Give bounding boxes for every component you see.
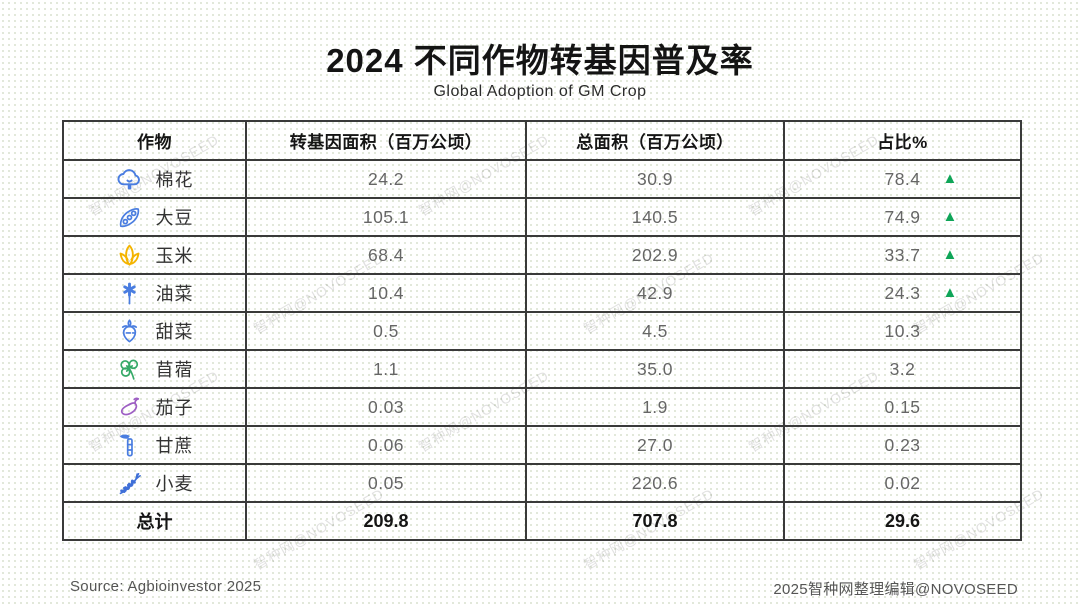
header-row: 作物 转基因面积（百万公顷） 总面积（百万公顷） 占比%	[62, 120, 1022, 161]
table-row-rapeseed: 油菜 10.4 42.9 24.3 ▲	[62, 273, 1022, 313]
total-area-value: 140.5	[525, 197, 785, 237]
page-subtitle: Global Adoption of GM Crop	[433, 83, 647, 100]
up-triangle-icon: ▲	[942, 245, 958, 263]
gm-area-value: 0.06	[245, 425, 527, 465]
crop-name: 茄子	[155, 398, 194, 418]
header-pct: 占比%	[783, 120, 1022, 161]
wheat-icon	[116, 470, 143, 497]
gm-area-value: 0.5	[245, 311, 527, 351]
gm-area-value: 1.1	[245, 349, 527, 389]
total-area-value: 35.0	[525, 349, 785, 389]
gm-area-value: 10.4	[245, 273, 527, 313]
crop-name: 小麦	[155, 474, 194, 494]
pct-value: 0.15	[884, 396, 921, 417]
table-row-total: 总计 209.8 707.8 29.6	[62, 501, 1022, 541]
gm-adoption-table: 作物 转基因面积（百万公顷） 总面积（百万公顷） 占比% 棉花 24.2 30.…	[62, 120, 1022, 541]
pct-value: 33.7	[884, 244, 921, 265]
sugarcane-icon	[116, 432, 143, 459]
table-row-cotton: 棉花 24.2 30.9 78.4 ▲	[62, 159, 1022, 199]
cotton-icon	[116, 166, 143, 193]
credit-text: 2025智种网整理编辑@NOVOSEED	[773, 581, 1018, 598]
up-triangle-icon: ▲	[942, 283, 958, 301]
crop-name: 油菜	[155, 284, 194, 304]
soybean-icon	[116, 204, 143, 231]
table-row-sugarcane: 甘蔗 0.06 27.0 0.23▲	[62, 425, 1022, 465]
header-gm-area: 转基因面积（百万公顷）	[245, 120, 527, 161]
gm-area-value: 24.2	[245, 159, 527, 199]
gm-area-value: 105.1	[245, 197, 527, 237]
pct-value: 0.02	[884, 472, 921, 493]
table-row-eggplant: 茄子 0.03 1.9 0.15▲	[62, 387, 1022, 427]
total-gm-area: 209.8	[245, 501, 527, 541]
total-area-value: 4.5	[525, 311, 785, 351]
header-crop: 作物	[62, 120, 247, 161]
header-total-area: 总面积（百万公顷）	[525, 120, 785, 161]
table-row-soybean: 大豆 105.1 140.5 74.9 ▲	[62, 197, 1022, 237]
crop-name: 棉花	[155, 170, 194, 190]
up-triangle-icon: ▲	[942, 207, 958, 225]
crop-name: 甘蔗	[155, 436, 194, 456]
eggplant-icon	[116, 394, 143, 421]
table-row-sugar-beet: 甜菜 0.5 4.5 10.3▲	[62, 311, 1022, 351]
rapeseed-icon	[116, 280, 143, 307]
total-total-area: 707.8	[525, 501, 785, 541]
source-text: Source: Agbioinvestor 2025	[70, 578, 262, 595]
crop-name: 苜蓿	[155, 360, 194, 380]
total-label: 总计	[62, 501, 247, 541]
pct-value: 78.4	[884, 168, 921, 189]
crop-name: 大豆	[155, 208, 194, 228]
crop-name: 玉米	[155, 246, 194, 266]
sugar-beet-icon	[116, 318, 143, 345]
pct-value: 74.9	[884, 206, 921, 227]
corn-icon	[116, 242, 143, 269]
pct-value: 24.3	[884, 282, 921, 303]
table-row-corn: 玉米 68.4 202.9 33.7 ▲	[62, 235, 1022, 275]
alfalfa-icon	[116, 356, 143, 383]
gm-area-value: 0.05	[245, 463, 527, 503]
gm-area-value: 0.03	[245, 387, 527, 427]
total-area-value: 220.6	[525, 463, 785, 503]
up-triangle-icon: ▲	[942, 169, 958, 187]
pct-value: 3.2	[889, 358, 916, 379]
page-title: 2024 不同作物转基因普及率	[326, 42, 754, 79]
total-area-value: 27.0	[525, 425, 785, 465]
total-area-value: 42.9	[525, 273, 785, 313]
gm-area-value: 68.4	[245, 235, 527, 275]
total-pct: 29.6	[783, 501, 1022, 541]
pct-value: 10.3	[884, 320, 921, 341]
table-row-wheat: 小麦 0.05 220.6 0.02▲	[62, 463, 1022, 503]
total-area-value: 30.9	[525, 159, 785, 199]
total-area-value: 202.9	[525, 235, 785, 275]
total-area-value: 1.9	[525, 387, 785, 427]
table-row-alfalfa: 苜蓿 1.1 35.0 3.2▲	[62, 349, 1022, 389]
pct-value: 0.23	[884, 434, 921, 455]
crop-name: 甜菜	[155, 322, 194, 342]
